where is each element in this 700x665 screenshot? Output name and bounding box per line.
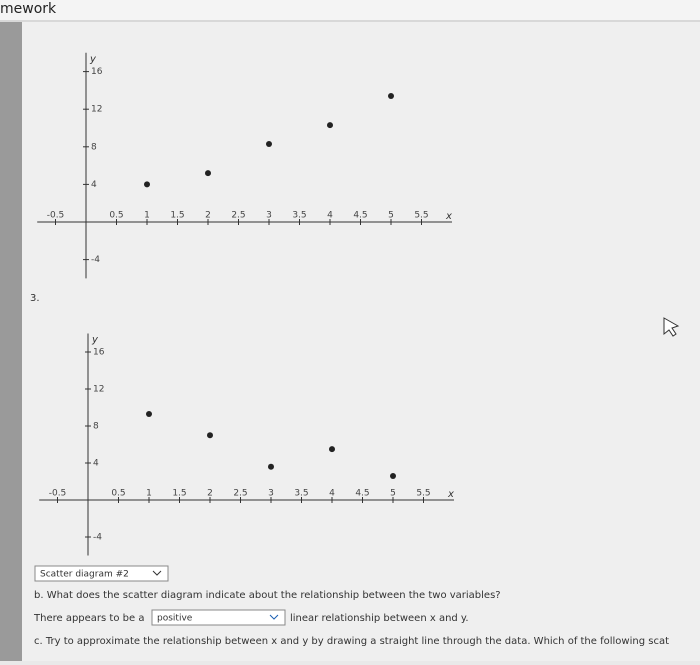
- question-number: 3.: [30, 293, 40, 304]
- x-tick-label: 3.5: [292, 211, 306, 221]
- x-tick-label: 1: [146, 489, 152, 499]
- question-c: c. Try to approximate the relationship b…: [34, 636, 669, 647]
- dropdown-arrow: [152, 570, 162, 576]
- dropdown-text: Scatter diagram #2: [40, 570, 129, 580]
- point: [268, 463, 274, 470]
- y-tick-label: -4: [91, 255, 100, 265]
- x-tick-label: 5: [390, 489, 396, 499]
- point: [205, 170, 211, 177]
- answer-after: linear relationship between x and y.: [290, 613, 469, 624]
- point: [266, 140, 272, 147]
- answer-selected: positive: [157, 614, 193, 624]
- x-tick-label: 3: [268, 489, 274, 499]
- y-tick-label: 12: [91, 105, 102, 115]
- x-tick-label: 5.5: [416, 489, 430, 499]
- dropdown[interactable]: [34, 565, 169, 582]
- y-tick-label: 8: [91, 142, 97, 152]
- header-title: mework: [0, 1, 57, 17]
- point: [390, 472, 396, 479]
- question-b: b. What does the scatter diagram indicat…: [34, 590, 501, 601]
- x-tick-label: 2.5: [231, 211, 245, 221]
- x-tick-label: -0.5: [49, 489, 67, 499]
- x-tick-label: 4.5: [355, 489, 369, 499]
- x-tick-label: 3.5: [294, 489, 308, 499]
- x-tick-label: 2: [205, 211, 211, 221]
- side-bar: [0, 22, 22, 661]
- point: [207, 432, 213, 439]
- x-tick-label: 5: [388, 211, 394, 221]
- content: [22, 22, 700, 661]
- answer-dropdown[interactable]: [151, 609, 286, 626]
- point: [329, 446, 335, 453]
- x-tick-label: 2.5: [233, 489, 247, 499]
- y-tick-label: 16: [93, 348, 105, 358]
- x-tick-label: 4.5: [353, 211, 367, 221]
- x-tick-label: 4: [329, 489, 335, 499]
- header-bar: [0, 0, 700, 22]
- x-tick-label: 0.5: [111, 489, 125, 499]
- x-axis-label: x: [445, 211, 452, 222]
- x-tick-label: 4: [327, 211, 333, 221]
- x-tick-label: 5.5: [414, 211, 428, 221]
- x-axis-label: x: [447, 489, 454, 500]
- x-tick-label: 0.5: [109, 211, 123, 221]
- x-tick-label: 1: [144, 211, 150, 221]
- y-tick-label: 4: [93, 459, 99, 469]
- point: [146, 410, 152, 417]
- point: [388, 93, 394, 100]
- x-tick-label: 1.5: [172, 489, 186, 499]
- x-tick-label: -0.5: [47, 211, 65, 221]
- y-tick-label: -4: [93, 533, 102, 543]
- point: [327, 122, 333, 129]
- answer-before: There appears to be a: [33, 613, 144, 624]
- y-tick-label: 12: [93, 385, 104, 395]
- x-tick-label: 3: [266, 211, 272, 221]
- answer-arrow: [269, 614, 279, 620]
- cursor: [663, 317, 680, 337]
- y-tick-label: 4: [91, 180, 97, 190]
- y-axis-label: y: [89, 54, 97, 65]
- y-tick-label: 16: [91, 67, 103, 77]
- y-tick-label: 8: [93, 422, 99, 432]
- x-tick-label: 2: [207, 489, 213, 499]
- y-axis-label: y: [91, 335, 99, 346]
- point: [144, 181, 150, 188]
- x-tick-label: 1.5: [170, 211, 184, 221]
